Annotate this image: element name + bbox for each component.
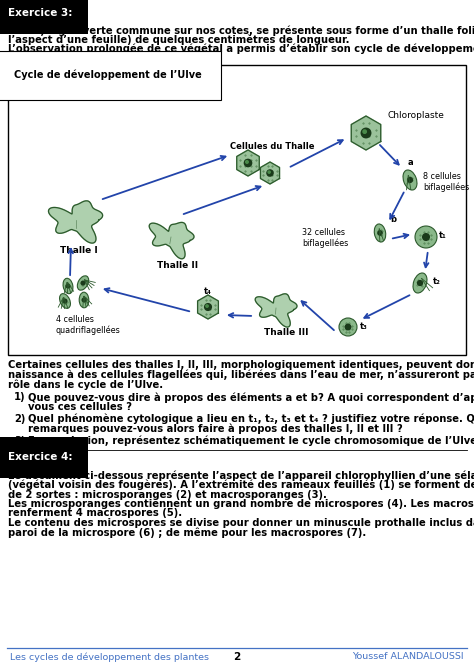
Circle shape [415,226,437,248]
Text: (végétal voisin des fougères). A l’extrémité des rameaux feuillés (1) se forment: (végétal voisin des fougères). A l’extré… [8,480,474,490]
Text: t₁: t₁ [439,231,447,240]
Polygon shape [48,201,102,243]
Text: Thalle II: Thalle II [157,261,198,270]
Text: Les microsporanges contiennent un grand nombre de microspores (4). Les macrospor: Les microsporanges contiennent un grand … [8,499,474,509]
Text: 4 cellules
quadriflagellées: 4 cellules quadriflagellées [56,315,121,335]
Ellipse shape [60,293,70,309]
Text: de 2 sortes : microsporanges (2) et macrosporanges (3).: de 2 sortes : microsporanges (2) et macr… [8,490,327,500]
Bar [8,65,466,355]
Polygon shape [351,116,381,150]
Circle shape [418,281,422,285]
Polygon shape [198,295,219,319]
Circle shape [66,284,70,288]
Text: vous ces cellules ?: vous ces cellules ? [28,402,132,412]
Ellipse shape [374,224,386,242]
Ellipse shape [78,275,88,291]
Ellipse shape [63,279,73,293]
Text: Que pouvez-vous dire à propos des éléments a et b? A quoi correspondent d’après: Que pouvez-vous dire à propos des élémen… [28,393,474,403]
Text: 2): 2) [14,414,26,424]
Text: En conclusion, représentez schématiquement le cycle chromosomique de l’Ulve.: En conclusion, représentez schématiqueme… [28,436,474,446]
Ellipse shape [413,273,427,293]
Text: renferment 4 macrospores (5).: renferment 4 macrospores (5). [8,509,182,519]
Circle shape [361,128,371,138]
Text: remarques pouvez-vous alors faire à propos des thalles I, II et III ?: remarques pouvez-vous alors faire à prop… [28,423,403,434]
Circle shape [345,324,351,330]
Text: t₄: t₄ [204,287,212,296]
Text: Cycle de développement de l’Ulve: Cycle de développement de l’Ulve [14,70,202,80]
Circle shape [363,130,366,133]
Polygon shape [255,293,297,327]
Text: 3): 3) [14,436,26,446]
Text: Thalle III: Thalle III [264,328,309,337]
Text: L’Ulve, algue verte commune sur nos cotes, se présente sous forme d’un thalle fo: L’Ulve, algue verte commune sur nos cote… [8,25,474,36]
Circle shape [268,171,270,174]
Text: l’aspect d’une feuille) de quelques centimètres de longueur.: l’aspect d’une feuille) de quelques cent… [8,34,349,45]
Text: t₂: t₂ [433,277,441,286]
Ellipse shape [403,170,417,190]
Circle shape [205,304,211,310]
Text: naissance à des cellules flagellées qui, libérées dans l’eau de mer, n’assureron: naissance à des cellules flagellées qui,… [8,369,474,380]
Text: Youssef ALANDALOUSSI: Youssef ALANDALOUSSI [352,652,464,661]
Circle shape [339,318,357,336]
Circle shape [245,159,252,167]
Text: Le document ci-dessous représente l’aspect de l’appareil chlorophyllien d’une sé: Le document ci-dessous représente l’aspe… [8,470,474,481]
Text: b: b [390,215,396,224]
Text: t₃: t₃ [360,322,368,331]
Text: 32 cellules
biflagellées: 32 cellules biflagellées [302,228,348,248]
Circle shape [267,170,273,176]
Circle shape [423,234,429,241]
Text: Thalle I: Thalle I [60,246,98,255]
Circle shape [246,161,248,163]
Text: 2: 2 [233,652,241,662]
Text: 8 cellules
biflagellées: 8 cellules biflagellées [423,172,469,192]
Circle shape [81,281,85,285]
Text: Chloroplaste: Chloroplaste [388,111,445,120]
Text: paroi de la microspore (6) ; de même pour les macrospores (7).: paroi de la microspore (6) ; de même pou… [8,527,366,538]
Circle shape [408,178,412,182]
Text: L’observation prolongée de ce végétal a permis d’établir son cycle de développem: L’observation prolongée de ce végétal a … [8,44,474,54]
Polygon shape [149,222,194,259]
Circle shape [206,305,208,308]
Polygon shape [261,162,280,184]
Circle shape [63,299,67,303]
Text: schématisé par le document suivant :: schématisé par le document suivant : [8,54,220,64]
Text: Cellules du Thalle: Cellules du Thalle [230,142,315,151]
Text: Exercice 4:: Exercice 4: [8,452,73,462]
Text: Les cycles de développement des plantes: Les cycles de développement des plantes [10,652,209,661]
Circle shape [82,298,86,302]
Polygon shape [237,150,259,176]
Text: Certaines cellules des thalles I, II, III, morphologiquement identiques, peuvent: Certaines cellules des thalles I, II, II… [8,360,474,370]
Text: Exercice 3:: Exercice 3: [8,8,73,18]
Text: a: a [408,158,414,167]
Ellipse shape [79,293,90,308]
Text: Le contenu des microspores se divise pour donner un minuscule prothalle inclus d: Le contenu des microspores se divise pou… [8,518,474,528]
Text: rôle dans le cycle de l’Ulve.: rôle dans le cycle de l’Ulve. [8,379,163,389]
Circle shape [378,231,382,235]
Text: 1): 1) [14,393,26,403]
Text: Quel phénomène cytologique a lieu en t₁, t₂, t₃ et t₄ ? justifiez votre réponse.: Quel phénomène cytologique a lieu en t₁,… [28,414,474,425]
